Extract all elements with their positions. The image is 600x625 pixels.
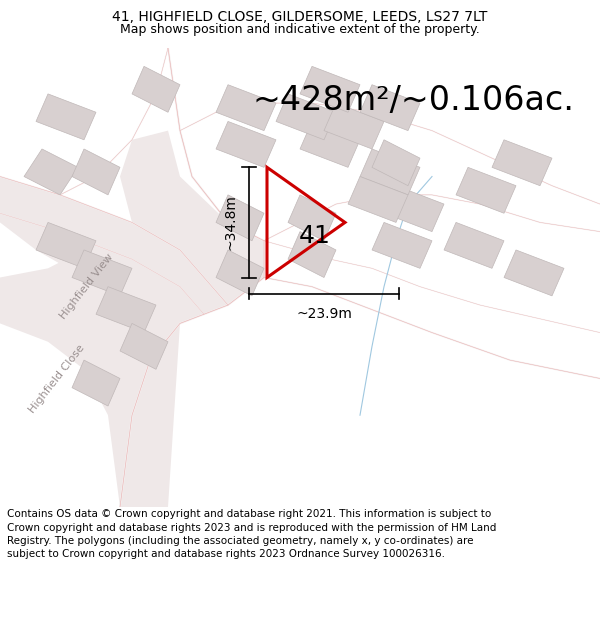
Polygon shape [216, 121, 276, 168]
Polygon shape [96, 287, 156, 332]
Polygon shape [276, 94, 336, 140]
Polygon shape [372, 222, 432, 268]
Polygon shape [360, 149, 420, 195]
Polygon shape [0, 131, 264, 507]
Polygon shape [24, 149, 78, 195]
Text: Contains OS data © Crown copyright and database right 2021. This information is : Contains OS data © Crown copyright and d… [7, 509, 497, 559]
Polygon shape [132, 66, 180, 112]
Polygon shape [300, 66, 360, 112]
Polygon shape [216, 195, 264, 241]
Polygon shape [300, 121, 360, 168]
Polygon shape [372, 140, 420, 186]
Polygon shape [216, 250, 264, 296]
Text: 41: 41 [299, 224, 331, 248]
Polygon shape [348, 176, 408, 222]
Text: ~34.8m: ~34.8m [223, 194, 237, 251]
Polygon shape [360, 85, 420, 131]
Text: Highfield Close: Highfield Close [27, 342, 87, 414]
Polygon shape [0, 176, 228, 323]
Polygon shape [72, 149, 120, 195]
Polygon shape [492, 140, 552, 186]
Polygon shape [72, 360, 120, 406]
Text: Highfield View: Highfield View [58, 252, 116, 321]
Polygon shape [444, 222, 504, 268]
Polygon shape [324, 103, 384, 149]
Polygon shape [120, 323, 168, 369]
Polygon shape [36, 94, 96, 140]
Text: 41, HIGHFIELD CLOSE, GILDERSOME, LEEDS, LS27 7LT: 41, HIGHFIELD CLOSE, GILDERSOME, LEEDS, … [112, 9, 488, 24]
Polygon shape [216, 85, 276, 131]
Polygon shape [36, 222, 96, 268]
Polygon shape [504, 250, 564, 296]
Text: ~23.9m: ~23.9m [296, 308, 352, 321]
Polygon shape [72, 250, 132, 296]
Polygon shape [288, 195, 336, 241]
Polygon shape [456, 168, 516, 213]
Text: Map shows position and indicative extent of the property.: Map shows position and indicative extent… [120, 23, 480, 36]
Polygon shape [288, 232, 336, 278]
Text: ~428m²/~0.106ac.: ~428m²/~0.106ac. [252, 84, 574, 118]
Polygon shape [384, 186, 444, 232]
